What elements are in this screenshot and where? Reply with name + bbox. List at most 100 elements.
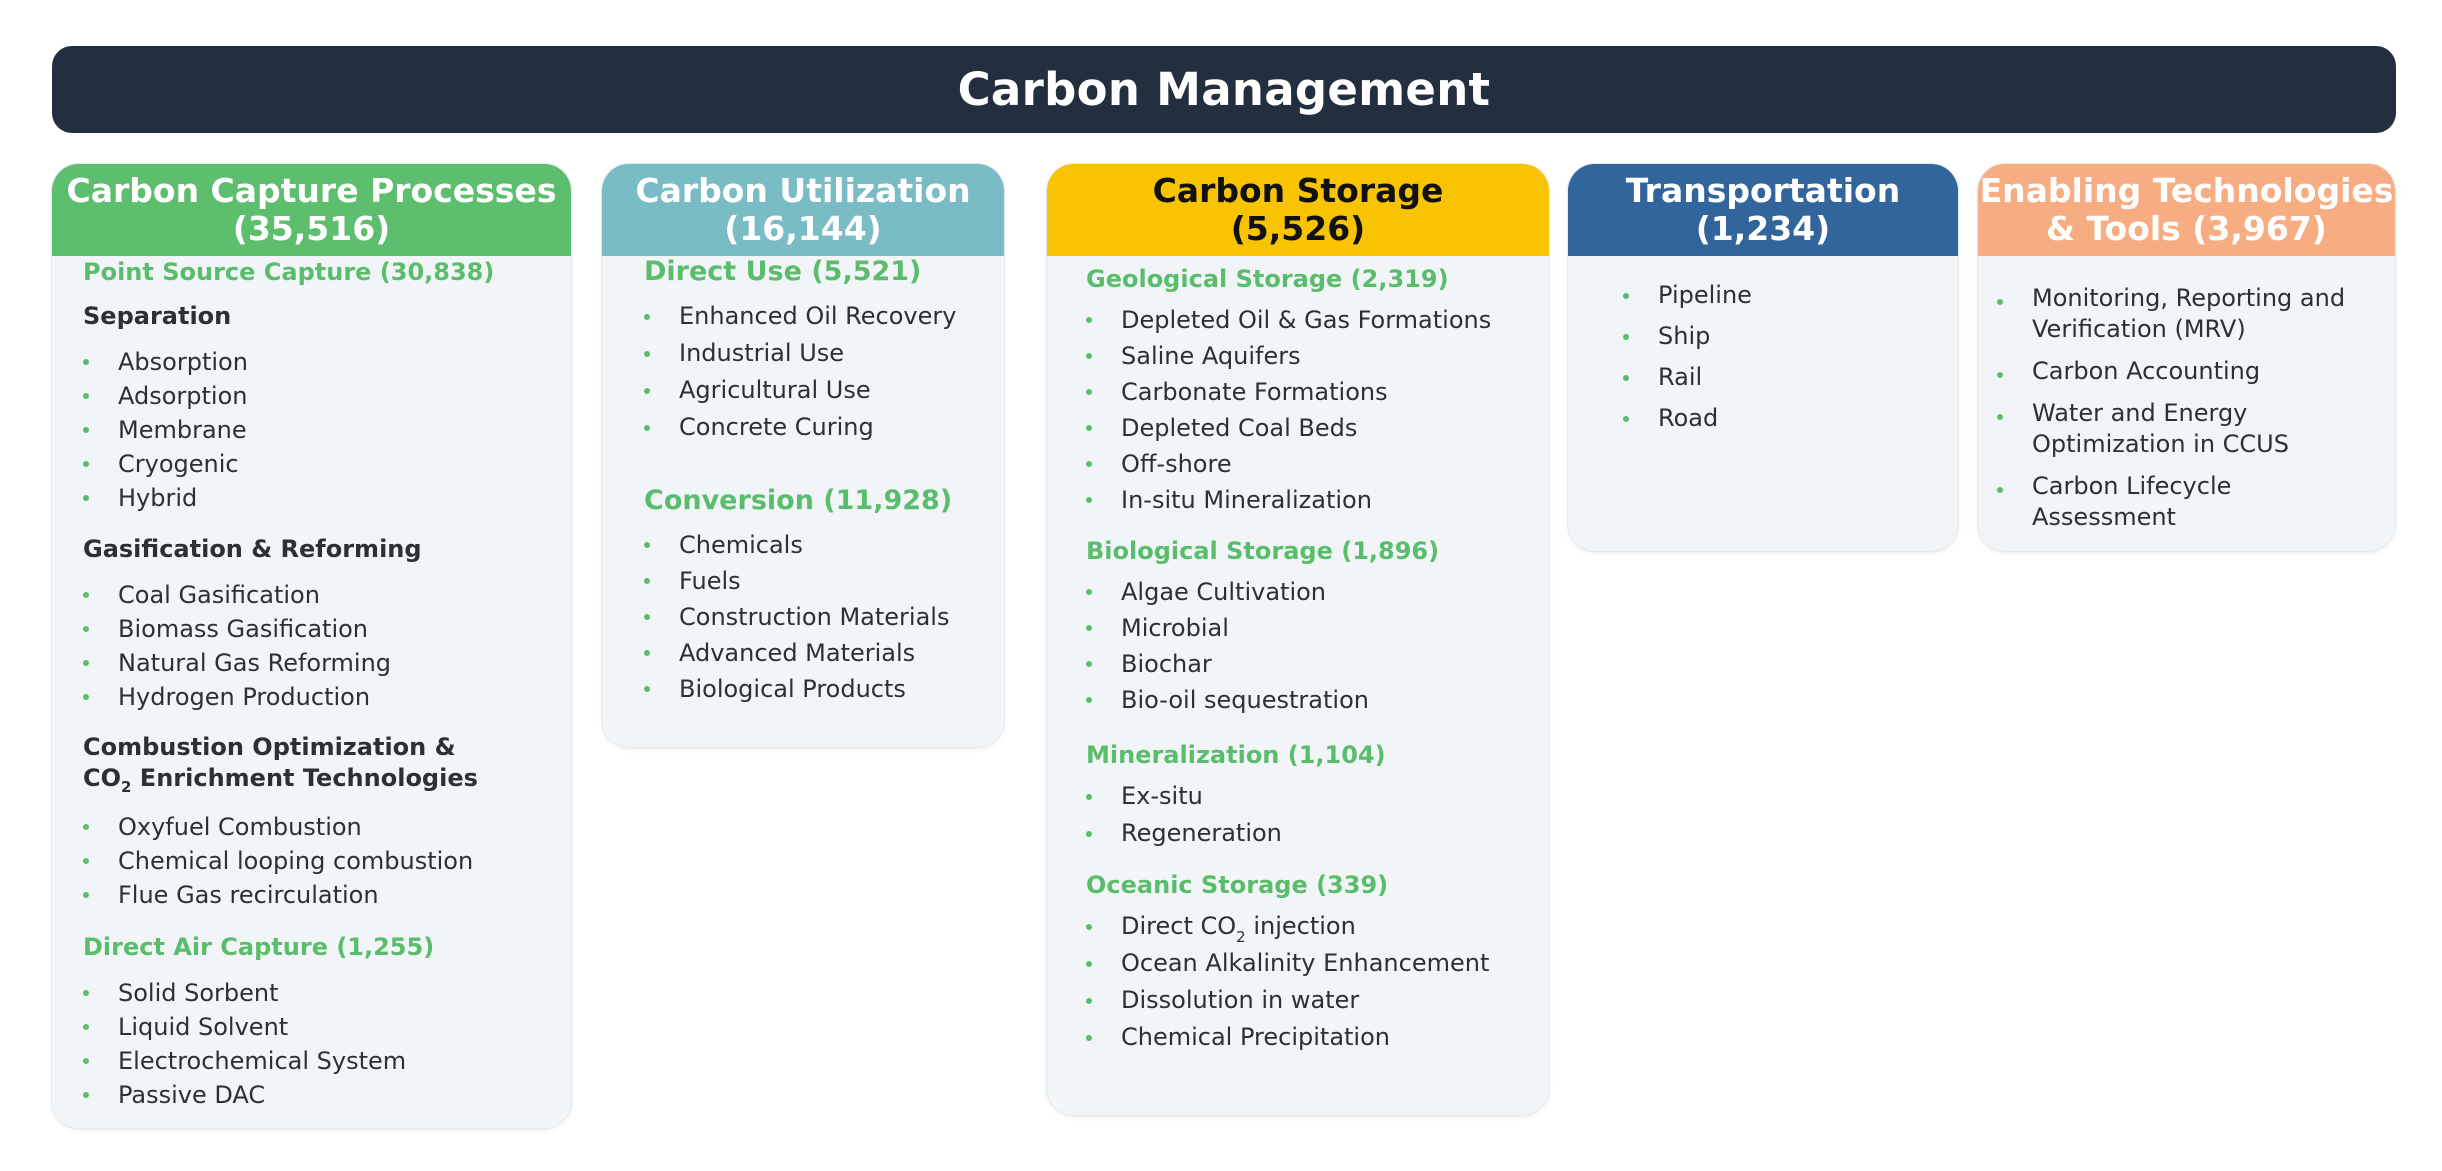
list-item: Biological Products [643,671,949,707]
section-separation: Separation [83,302,232,330]
card-title-line2: (5,526) [1230,209,1366,248]
list-conversion: Chemicals Fuels Construction Materials A… [643,527,949,707]
list-item: Pipeline [1623,275,1752,316]
list-item: Ship [1623,316,1752,357]
list-item: Adsorption [83,379,248,413]
section-direct-air-capture: Direct Air Capture (1,255) [83,933,435,961]
list-item: Regeneration [1086,815,1282,852]
list-item: Advanced Materials [643,635,949,671]
list-gasification: Coal Gasification Biomass Gasification N… [82,578,391,714]
section-mineralization: Mineralization (1,104) [1086,741,1386,769]
page-title: Carbon Management [957,63,1491,116]
card-title-line1: Carbon Capture Processes [66,171,557,210]
list-item: Direct CO2 injection [1085,908,1489,946]
list-item: Carbonate Formations [1085,374,1491,410]
list-direct-use: Enhanced Oil Recovery Industrial Use Agr… [643,298,956,446]
list-transportation: Pipeline Ship Rail Road [1623,275,1752,439]
list-item: Biochar [1086,646,1369,682]
co2-subscript: 2 [1236,928,1246,946]
card-title-line2: (35,516) [232,209,391,248]
list-item: Membrane [83,413,248,447]
list-item: Absorption [83,345,248,379]
list-item: Carbon Accounting [1997,356,2382,387]
section-geological-storage: Geological Storage (2,319) [1086,265,1449,293]
list-item: Enhanced Oil Recovery [643,298,956,335]
list-item: Natural Gas Reforming [82,646,391,680]
list-item: Monitoring, Reporting and Verification (… [1997,283,2382,345]
section-combustion-optimization: Combustion Optimization & CO2 Enrichment… [83,732,478,797]
list-item: Liquid Solvent [82,1010,406,1044]
card-title-line2: (1,234) [1695,209,1831,248]
section-direct-use: Direct Use (5,521) [644,256,922,287]
list-item: Coal Gasification [82,578,391,612]
combustion-line2-rest: Enrichment Technologies [131,764,478,792]
section-gasification-reforming: Gasification & Reforming [83,535,422,563]
list-oceanic-storage: Direct CO2 injection Ocean Alkalinity En… [1085,908,1489,1056]
list-item: Dissolution in water [1085,982,1489,1019]
list-item: Solid Sorbent [82,976,406,1010]
list-item: Flue Gas recirculation [82,878,473,912]
list-item: Depleted Coal Beds [1085,410,1491,446]
list-direct-air-capture: Solid Sorbent Liquid Solvent Electrochem… [82,976,406,1112]
list-enabling-technologies: Monitoring, Reporting and Verification (… [1997,283,2382,533]
list-item: Water and Energy Optimization in CCUS [1997,398,2332,460]
card-enabling-technologies: Enabling Technologies & Tools (3,967) Mo… [1977,163,2396,552]
card-carbon-storage: Carbon Storage (5,526) Geological Storag… [1046,163,1550,1116]
card-title-line1: Carbon Utilization [635,171,971,210]
list-item: Chemicals [643,527,949,563]
list-item: Hybrid [83,481,248,515]
list-item: Ex-situ [1086,778,1282,815]
list-combustion: Oxyfuel Combustion Chemical looping comb… [82,810,473,912]
list-item: Microbial [1086,610,1369,646]
direct-co2-text: Direct CO [1121,912,1237,940]
list-item: Electrochemical System [82,1044,406,1078]
card-title-line2: & Tools (3,967) [2046,209,2327,248]
list-item: Ocean Alkalinity Enhancement [1085,945,1489,982]
section-point-source-capture: Point Source Capture (30,838) [83,258,495,286]
section-biological-storage: Biological Storage (1,896) [1086,537,1440,565]
list-item: Chemical looping combustion [82,844,473,878]
list-item: Oxyfuel Combustion [82,810,473,844]
co2-text: CO [83,764,122,792]
list-item: Depleted Oil & Gas Formations [1085,302,1491,338]
direct-co2-rest: injection [1245,912,1356,940]
list-item: Hydrogen Production [82,680,391,714]
title-banner: Carbon Management [52,46,2396,133]
section-oceanic-storage: Oceanic Storage (339) [1086,871,1389,899]
card-header-carbon-capture: Carbon Capture Processes (35,516) [52,164,571,256]
card-header-carbon-storage: Carbon Storage (5,526) [1047,164,1549,256]
card-carbon-capture: Carbon Capture Processes (35,516) Point … [51,163,572,1129]
card-header-carbon-utilization: Carbon Utilization (16,144) [602,164,1004,256]
section-conversion: Conversion (11,928) [644,485,953,516]
section-combustion-line2: CO2 Enrichment Technologies [83,763,478,797]
list-item: Passive DAC [82,1078,406,1112]
list-item: Biomass Gasification [82,612,391,646]
list-mineralization: Ex-situ Regeneration [1086,778,1282,852]
list-item: Cryogenic [83,447,248,481]
list-item: Construction Materials [643,599,949,635]
list-item: Carbon Lifecycle Assessment [1997,471,2382,533]
list-item: Bio-oil sequestration [1086,682,1369,718]
card-title-line2: (16,144) [724,209,882,248]
list-item: Concrete Curing [643,409,956,446]
card-title-line1: Transportation [1625,171,1901,210]
list-separation: Absorption Adsorption Membrane Cryogenic… [83,345,248,515]
list-item: Saline Aquifers [1085,338,1491,374]
card-transportation: Transportation (1,234) Pipeline Ship Rai… [1567,163,1959,552]
card-title-line1: Carbon Storage [1152,171,1444,210]
list-geological-storage: Depleted Oil & Gas Formations Saline Aqu… [1085,302,1491,518]
co2-subscript: 2 [121,778,132,796]
list-item: In-situ Mineralization [1085,482,1491,518]
list-item: Industrial Use [643,335,956,372]
card-title-line1: Enabling Technologies [1979,171,2394,210]
list-item: Off-shore [1085,446,1491,482]
list-item: Rail [1623,357,1752,398]
list-item: Fuels [643,563,949,599]
section-combustion-line1: Combustion Optimization & [83,733,456,761]
list-item: Road [1623,398,1752,439]
card-header-enabling-technologies: Enabling Technologies & Tools (3,967) [1978,164,2395,256]
card-carbon-utilization: Carbon Utilization (16,144) Direct Use (… [601,163,1005,748]
list-item: Algae Cultivation [1086,574,1369,610]
list-item: Agricultural Use [643,372,956,409]
card-header-transportation: Transportation (1,234) [1568,164,1958,256]
